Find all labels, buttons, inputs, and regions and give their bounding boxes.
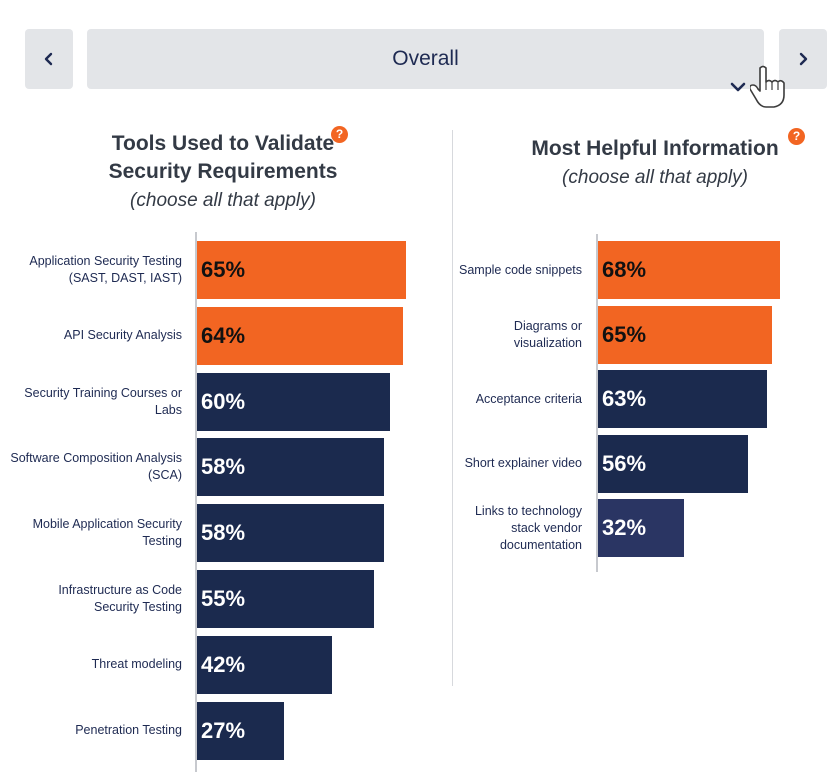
left-chart-title-line1: Tools Used to Validate — [111, 132, 335, 155]
bar-left-6 — [197, 570, 375, 628]
bar-value-label: 60% — [201, 388, 246, 414]
bar-value-label: 65% — [602, 321, 647, 347]
bar-value-label: 58% — [201, 454, 246, 480]
bar-left-8 — [197, 701, 284, 760]
bar-left-5 — [197, 504, 384, 563]
previous-button[interactable] — [25, 29, 73, 89]
right-chart-axis — [596, 234, 598, 572]
category-label: Security Training Courses or Labs — [24, 385, 182, 417]
category-label: Links to technology stack vendor documen… — [474, 503, 582, 552]
category-label: Application Security Testing (SAST, DAST… — [29, 254, 182, 285]
bar-value-label: 42% — [201, 651, 246, 677]
left-help-icon[interactable]: ? — [331, 126, 348, 143]
left-chart-axis — [195, 232, 197, 772]
category-label: Mobile Application Security Testing — [32, 517, 182, 549]
bar-value-label: 64% — [201, 322, 246, 348]
bar-left-1 — [197, 241, 407, 299]
left-chart-subtitle: (choose all that apply) — [130, 190, 316, 211]
category-label: Threat modeling — [91, 657, 182, 672]
bar-left-3 — [197, 372, 391, 431]
category-label: Infrastructure as Code Security Testing — [58, 583, 182, 614]
bar-right-3 — [598, 370, 767, 428]
panel-divider — [452, 130, 453, 686]
bar-right-1 — [598, 241, 781, 299]
chevron-right-icon — [799, 52, 808, 66]
bar-left-2 — [197, 306, 404, 365]
bar-value-label: 32% — [602, 515, 647, 540]
chevron-left-icon — [44, 52, 53, 66]
segment-dropdown[interactable]: Overall — [87, 29, 764, 92]
bar-value-label: 65% — [201, 257, 246, 282]
bar-left-4 — [197, 438, 384, 497]
right-chart-title: Most Helpful Information — [531, 137, 779, 160]
bar-value-label: 58% — [201, 520, 246, 546]
category-label: API Security Analysis — [63, 328, 182, 343]
bar-right-4 — [598, 434, 749, 493]
bar-value-label: 56% — [602, 450, 647, 476]
chevron-down-icon — [730, 82, 746, 92]
hand-pointer-icon — [750, 65, 785, 108]
left-chart-title-line2: Security Requirements — [108, 160, 338, 183]
category-label: Penetration Testing — [75, 723, 182, 738]
category-label: Acceptance criteria — [475, 391, 582, 406]
bar-value-label: 63% — [602, 386, 647, 411]
category-label: Diagrams or visualization — [513, 318, 582, 350]
dropdown-value: Overall — [392, 47, 459, 70]
bar-value-label: 55% — [201, 586, 246, 611]
category-label: Sample code snippets — [459, 262, 582, 277]
right-help-icon[interactable]: ? — [788, 128, 805, 145]
next-button[interactable] — [779, 29, 827, 89]
bar-right-2 — [598, 305, 773, 364]
bar-value-label: 27% — [201, 717, 246, 743]
category-label: Short explainer video — [464, 456, 582, 470]
bar-value-label: 68% — [602, 257, 647, 282]
bar-right-5 — [598, 499, 684, 557]
bar-left-7 — [197, 635, 333, 694]
right-chart-subtitle: (choose all that apply) — [562, 167, 748, 188]
category-label: Software Composition Analysis (SCA) — [10, 451, 182, 483]
